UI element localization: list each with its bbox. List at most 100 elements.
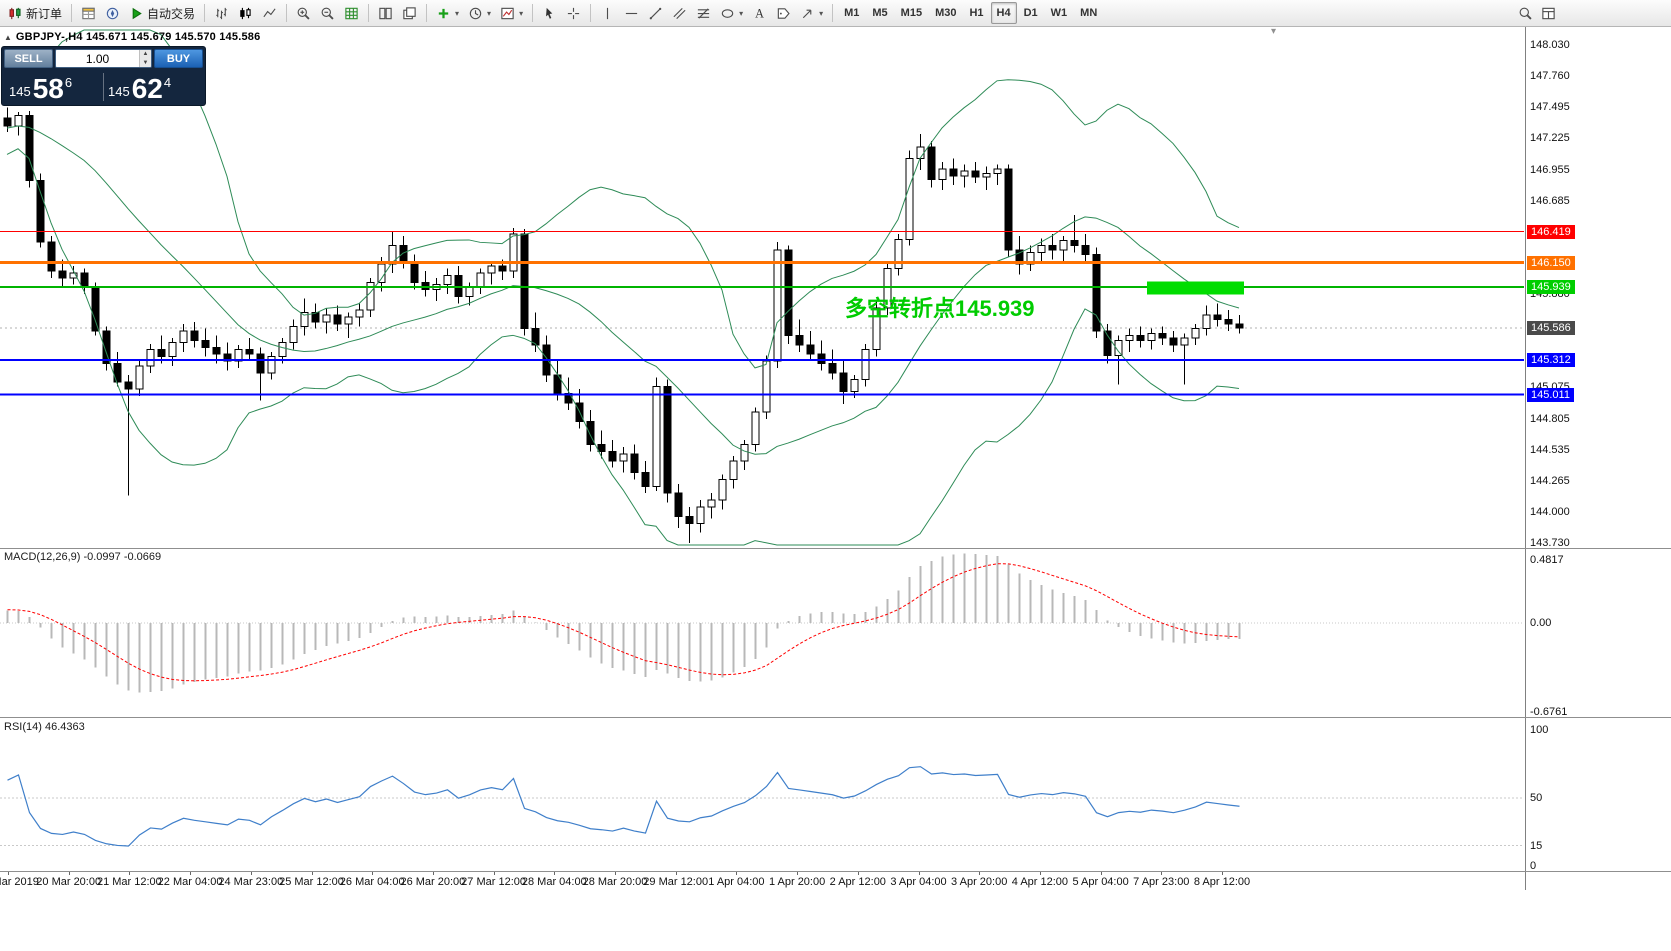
rsi-line	[7, 766, 1240, 847]
crosshair-icon	[566, 6, 581, 21]
highlight-rectangle[interactable]	[1147, 281, 1244, 295]
macd-axis-label: 0.00	[1530, 617, 1552, 630]
macd-histogram	[6, 553, 1241, 693]
timeframe-m1-button[interactable]: M1	[838, 2, 865, 24]
navigator-button[interactable]	[101, 2, 124, 24]
toolbar-right-group	[1514, 2, 1560, 24]
fibonacci-button[interactable]	[692, 2, 715, 24]
arrows-button[interactable]: ▾	[796, 2, 827, 24]
rsi-axis-label: 50	[1530, 792, 1543, 804]
search-button[interactable]	[1514, 2, 1537, 24]
time-axis-label: 28 Mar 04:00	[521, 876, 587, 888]
timeframe-m5-button[interactable]: M5	[866, 2, 893, 24]
one-click-panel-toggle-icon[interactable]: ▲	[4, 32, 12, 42]
search-icon	[1518, 6, 1533, 21]
price-axis-label: 144.805	[1530, 412, 1570, 425]
chart-shift-marker[interactable]: ▾	[1271, 26, 1277, 37]
volume-input[interactable]	[56, 50, 139, 67]
panel-splitter[interactable]	[0, 717, 1671, 718]
market-watch-button[interactable]	[77, 2, 100, 24]
label-icon	[776, 6, 791, 21]
chart-annotation-text[interactable]: 多空转折点145.939	[845, 296, 1035, 321]
timeframe-m30-button[interactable]: M30	[929, 2, 962, 24]
bar-chart-button[interactable]	[210, 2, 233, 24]
text-button[interactable]: A	[748, 2, 771, 24]
vertical-line-button[interactable]	[596, 2, 619, 24]
zoom-out-button[interactable]	[316, 2, 339, 24]
horizontal-line-button[interactable]	[620, 2, 643, 24]
time-axis-tick	[857, 872, 859, 875]
toolbar-separator	[426, 4, 428, 22]
volume-up-button[interactable]: ▲	[140, 50, 151, 59]
time-axis-tick	[675, 872, 677, 875]
time-axis-tick	[432, 872, 434, 875]
fibonacci-icon	[696, 6, 711, 21]
macd-indicator-panel[interactable]	[0, 549, 1524, 717]
candles-icon	[238, 6, 253, 21]
templates-button[interactable]: ▾	[496, 2, 527, 24]
dropdown-caret-icon: ▾	[739, 8, 744, 18]
timeframe-d1-button[interactable]: D1	[1018, 2, 1044, 24]
time-axis-label: 20 Mar 20:00	[36, 876, 102, 888]
buy-button[interactable]: BUY	[154, 49, 203, 68]
toolbar-separator	[532, 4, 534, 22]
price-axis[interactable]: 148.030 147.760 147.495 147.225 146.955 146.6…	[1525, 27, 1671, 890]
cascade-windows-button[interactable]	[398, 2, 421, 24]
time-axis-tick	[736, 872, 738, 875]
time-axis-tick	[1100, 872, 1102, 875]
auto-trading-button[interactable]: 自动交易	[125, 2, 199, 24]
new-order-button[interactable]: 新订单	[4, 2, 66, 24]
grid-button[interactable]	[340, 2, 363, 24]
text-label-button[interactable]	[772, 2, 795, 24]
price-axis-label: 148.030	[1530, 39, 1570, 51]
new-order-icon	[8, 6, 23, 21]
shapes-button[interactable]: ▾	[716, 2, 747, 24]
indicators-button[interactable]: ▾	[432, 2, 463, 24]
zoom-in-button[interactable]	[292, 2, 315, 24]
time-axis-tick	[8, 872, 9, 875]
time-axis-label: 3 Apr 04:00	[890, 876, 947, 888]
time-axis-tick	[311, 872, 313, 875]
new-order-button-label: 新订单	[26, 6, 63, 21]
time-axis-tick	[554, 872, 556, 875]
chart-layout-button[interactable]	[1537, 2, 1560, 24]
time-axis-label: 8 Apr 12:00	[1193, 876, 1251, 888]
panel-splitter[interactable]	[0, 548, 1671, 549]
toolbar-separator	[286, 4, 288, 22]
candlestick-chart-button[interactable]	[234, 2, 257, 24]
equidistant-channel-button[interactable]	[668, 2, 691, 24]
line-chart-button[interactable]	[258, 2, 281, 24]
bar-chart-icon	[214, 6, 229, 21]
cursor-button[interactable]	[538, 2, 561, 24]
clock-icon	[468, 6, 483, 21]
timeframe-w1-button[interactable]: W1	[1045, 2, 1074, 24]
trendline-icon	[648, 6, 663, 21]
tile-windows-button[interactable]	[374, 2, 397, 24]
time-axis-label: 26 Mar 20:00	[400, 876, 466, 888]
rsi-indicator-panel[interactable]	[0, 718, 1524, 871]
timeframe-h1-button[interactable]: H1	[963, 2, 989, 24]
periods-button[interactable]: ▾	[464, 2, 495, 24]
price-chart[interactable]	[0, 27, 1524, 548]
text-icon: A	[752, 6, 767, 21]
volume-spinner: ▲ ▼	[139, 50, 151, 67]
sell-button[interactable]: SELL	[4, 49, 53, 68]
price-axis-label: 147.495	[1530, 100, 1570, 113]
time-axis-label: 25 Mar 12:00	[279, 876, 344, 888]
macd-axis-label: 0.4817	[1530, 553, 1564, 566]
timeframe-m15-button[interactable]: M15	[895, 2, 928, 24]
time-axis-label: 26 Mar 04:00	[339, 876, 405, 888]
grid-icon	[344, 6, 359, 21]
price-axis-label: 147.225	[1530, 132, 1570, 145]
volume-down-button[interactable]: ▼	[140, 58, 151, 67]
crosshair-button[interactable]	[562, 2, 585, 24]
rsi-axis-label: 100	[1530, 724, 1549, 736]
price-axis-label: 144.535	[1530, 443, 1570, 456]
price-divider	[103, 73, 104, 101]
timeframe-h4-button[interactable]: H4	[990, 2, 1017, 24]
timeframe-mn-button[interactable]: MN	[1074, 2, 1103, 24]
time-axis-label: 1 Apr 04:00	[708, 876, 765, 888]
time-axis-label: 21 Mar 12:00	[96, 876, 162, 888]
trendline-button[interactable]	[644, 2, 667, 24]
